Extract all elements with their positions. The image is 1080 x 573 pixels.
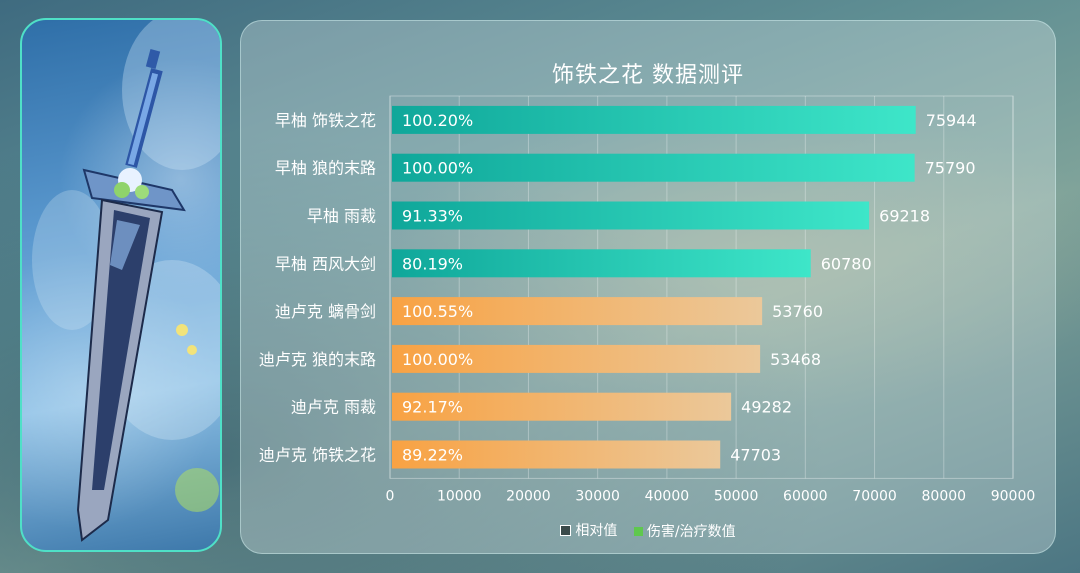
bar	[392, 440, 721, 469]
bar	[392, 153, 915, 182]
damage-value-label: 53468	[770, 350, 821, 369]
category-label: 迪卢克 饰铁之花	[259, 446, 376, 465]
damage-value-label: 47703	[730, 446, 781, 465]
legend-label-relative: 相对值	[575, 523, 618, 539]
bar	[392, 249, 811, 278]
plot-frame	[389, 95, 1014, 479]
x-tick-label: 70000	[852, 488, 897, 504]
category-label: 迪卢克 狼的末路	[259, 350, 376, 369]
bar	[392, 105, 916, 134]
bar	[392, 344, 761, 373]
legend-swatch-icon	[633, 526, 643, 536]
x-tick-label: 50000	[714, 488, 759, 504]
damage-value-label: 60780	[821, 254, 872, 273]
relative-value-label: 92.17%	[402, 398, 463, 417]
category-label: 早柚 雨裁	[307, 207, 376, 226]
x-tick-label: 10000	[437, 488, 482, 504]
relative-value-label: 100.00%	[402, 159, 473, 178]
bar-chart: 0 10000 20000 30000 40000 50000 60000 70000 8000…	[259, 95, 1036, 504]
bar	[392, 392, 732, 421]
bar	[392, 201, 870, 230]
category-label: 迪卢克 雨裁	[291, 398, 376, 417]
damage-value-label: 75790	[925, 159, 976, 178]
category-label: 早柚 饰铁之花	[275, 111, 376, 130]
relative-value-label: 91.33%	[402, 207, 463, 226]
category-label: 迪卢克 螭骨剑	[275, 302, 376, 321]
weapon-illustration	[20, 18, 222, 552]
damage-value-label: 75944	[926, 111, 977, 130]
relative-value-label: 100.00%	[402, 350, 473, 369]
legend-item-damage: 伤害/治疗数值	[633, 521, 736, 541]
sword-icon	[32, 20, 220, 542]
chart-legend: 相对值 伤害/治疗数值	[241, 520, 1055, 541]
relative-value-label: 80.19%	[402, 254, 463, 273]
category-label: 早柚 狼的末路	[275, 159, 376, 178]
x-tick-label: 0	[386, 488, 395, 504]
x-tick-label: 80000	[922, 488, 967, 504]
bar	[392, 297, 763, 326]
x-tick-label: 20000	[506, 488, 551, 504]
chart-title: 饰铁之花 数据测评	[552, 63, 744, 88]
legend-swatch-icon	[560, 524, 572, 536]
relative-value-label: 89.22%	[402, 446, 463, 465]
x-tick-label: 60000	[783, 488, 828, 504]
x-tick-label: 40000	[645, 488, 690, 504]
relative-value-label: 100.55%	[402, 302, 473, 321]
damage-value-label: 53760	[772, 302, 823, 321]
damage-value-label: 49282	[741, 398, 792, 417]
x-tick-label: 30000	[575, 488, 620, 504]
legend-label-damage: 伤害/治疗数值	[646, 524, 736, 540]
x-tick-label: 90000	[991, 488, 1036, 504]
relative-value-label: 100.20%	[402, 111, 473, 130]
damage-value-label: 69218	[879, 207, 930, 226]
category-label: 早柚 西风大剑	[275, 254, 376, 273]
legend-item-relative: 相对值	[560, 520, 617, 540]
